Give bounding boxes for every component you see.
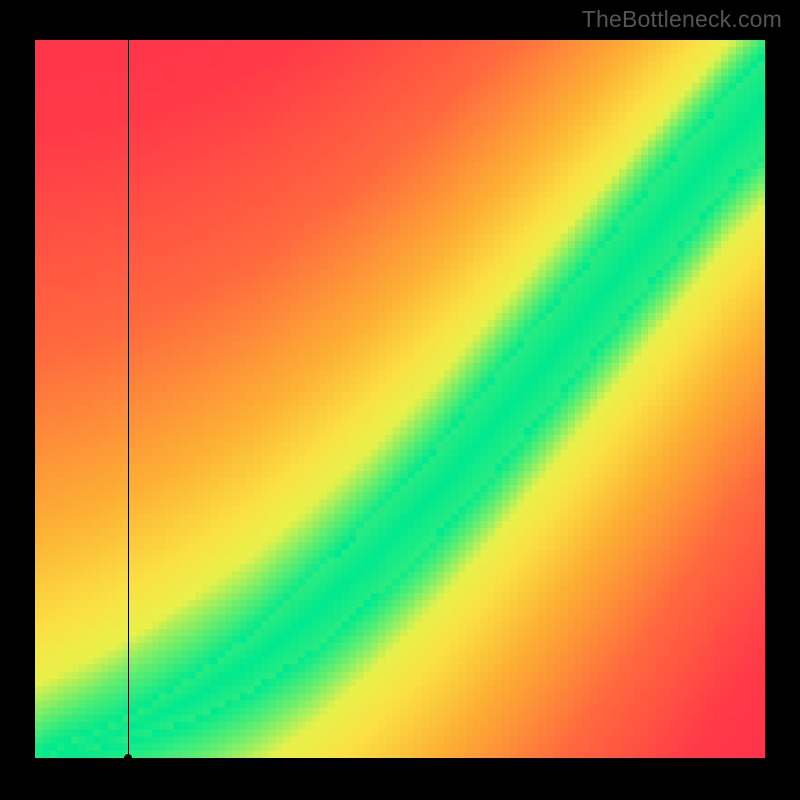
axis-marker-dot: [124, 754, 132, 762]
vertical-axis-line: [128, 40, 129, 758]
watermark-text: TheBottleneck.com: [582, 6, 782, 33]
heatmap-plot: [35, 40, 765, 758]
heatmap-canvas: [35, 40, 765, 758]
horizontal-axis-line: [35, 758, 765, 759]
